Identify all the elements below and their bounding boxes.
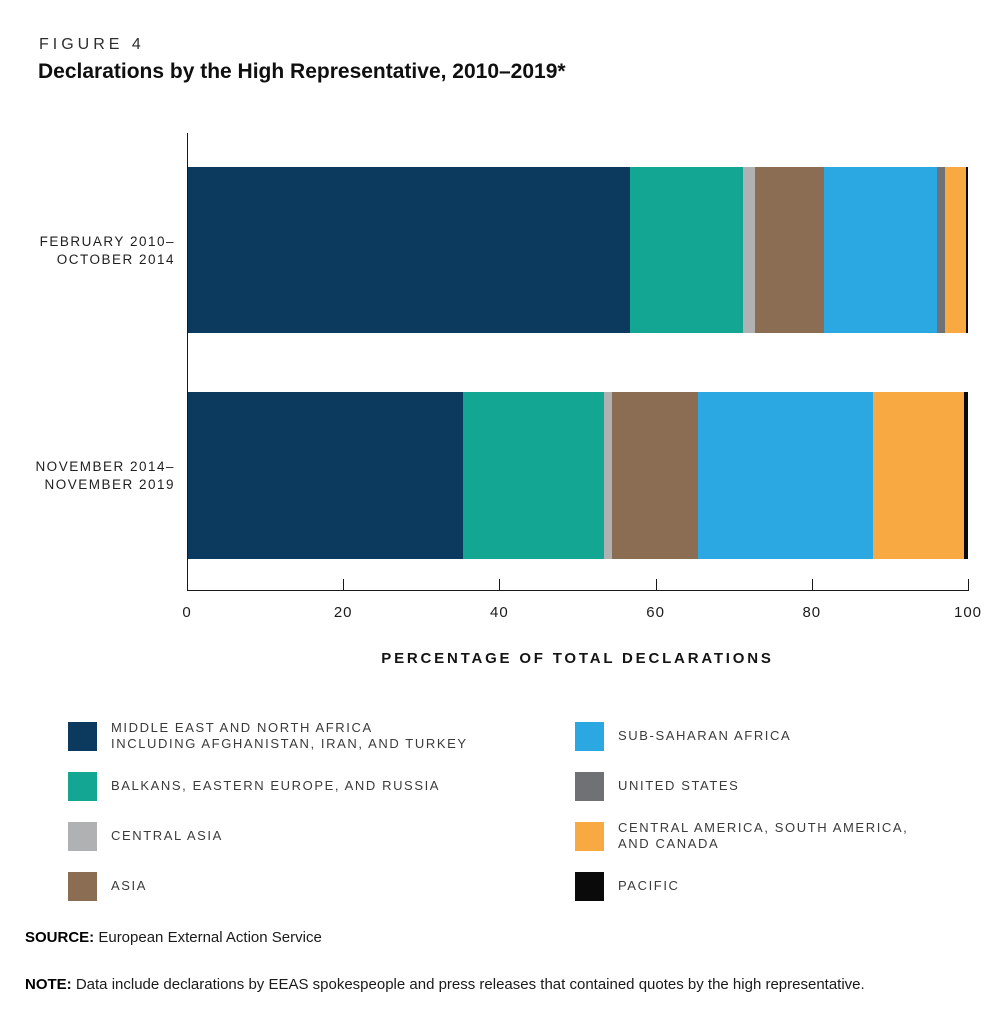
stacked-bar-feb-2010-oct-2014 (188, 167, 968, 333)
bar-segment (964, 392, 968, 559)
legend-item-pacific: PACIFIC (575, 861, 908, 911)
x-axis-ticks: 0 20 40 60 80 100 (182, 579, 981, 621)
bar-label-line-1: NOVEMBER 2014– (35, 459, 175, 474)
legend-label-middle-east-north-africa: MIDDLE EAST AND NORTH AFRICA INCLUDING AF… (111, 720, 468, 751)
legend-item-united-states: UNITED STATES (575, 761, 908, 811)
note-text: Data include declarations by EEAS spokes… (75, 976, 865, 993)
bar-label-nov-2014-nov-2019: NOVEMBER 2014– NOVEMBER 2019 (0, 458, 175, 493)
bar-label-line-2: OCTOBER 2014 (56, 251, 175, 267)
legend-item-middle-east-north-africa: MIDDLE EAST AND NORTH AFRICA INCLUDING AF… (68, 711, 468, 761)
legend-swatch-sub-saharan-africa (575, 721, 604, 751)
legend-item-balkans-eastern-europe-russia: BALKANS, EASTERN EUROPE, AND RUSSIA (68, 761, 468, 811)
legend-swatch-central-asia (68, 821, 97, 851)
stacked-bar-nov-2014-nov-2019 (188, 392, 968, 559)
note-line: NOTE: Data include declarations by EEAS … (25, 976, 865, 993)
figure-title: Declarations by the High Representative,… (38, 60, 566, 83)
legend-item-central-asia: CENTRAL ASIA (68, 811, 468, 861)
legend-swatch-pacific (575, 871, 604, 901)
legend-label-balkans-eastern-europe-russia: BALKANS, EASTERN EUROPE, AND RUSSIA (111, 778, 441, 793)
legend-label-pacific: PACIFIC (618, 878, 680, 893)
source-line: SOURCE: European External Action Service (25, 929, 322, 946)
legend-swatch-middle-east-north-africa (68, 721, 97, 751)
legend-swatch-united-states (575, 771, 604, 801)
note-label: NOTE: (25, 976, 72, 993)
bar-segment (965, 167, 968, 333)
bar-segment (936, 167, 946, 333)
bar-segment (823, 167, 937, 333)
bar-label-feb-2010-oct-2014: FEBRUARY 2010– OCTOBER 2014 (0, 233, 175, 268)
legend-swatch-balkans-eastern-europe-russia (68, 771, 97, 801)
figure-label: FIGURE 4 (39, 36, 145, 53)
y-axis-line (187, 133, 188, 591)
legend-item-asia: ASIA (68, 861, 468, 911)
bar-segment (188, 392, 464, 559)
x-axis-tick-label: 100 (953, 604, 983, 621)
bar-segment (463, 392, 604, 559)
x-axis-tick-label: 0 (182, 604, 192, 621)
x-axis-tick (655, 579, 657, 590)
x-axis-tick (187, 579, 188, 590)
bar-segment (611, 392, 699, 559)
legend-label-asia: ASIA (111, 878, 148, 893)
bar-segment (698, 392, 873, 559)
legend-swatch-asia (68, 871, 97, 901)
x-axis-tick (968, 579, 969, 590)
x-axis-tick-label: 20 (333, 604, 353, 621)
x-axis-title: PERCENTAGE OF TOTAL DECLARATIONS (381, 650, 774, 667)
legend-column-left: MIDDLE EAST AND NORTH AFRICA INCLUDING AF… (68, 711, 468, 911)
legend-column-right: SUB-SAHARAN AFRICA UNITED STATES CENTRAL A… (575, 711, 908, 911)
x-axis-line (187, 590, 969, 591)
bar-segment (630, 167, 744, 333)
x-axis-tick-label: 80 (802, 604, 822, 621)
legend-swatch-central-america-south-america-canada (575, 821, 604, 851)
x-axis-tick (499, 579, 501, 590)
bar-segment (743, 167, 756, 333)
x-axis-tick-label: 60 (646, 604, 665, 621)
legend-label-united-states: UNITED STATES (618, 778, 740, 793)
bar-label-line-2: NOVEMBER 2019 (44, 476, 175, 492)
source-text: European External Action Service (98, 929, 322, 946)
legend-item-sub-saharan-africa: SUB-SAHARAN AFRICA (575, 711, 908, 761)
legend-item-central-america-south-america-canada: CENTRAL AMERICA, SOUTH AMERICA, AND CANAD… (575, 811, 908, 861)
bar-segment (188, 167, 631, 333)
legend-label-central-asia: CENTRAL ASIA (111, 828, 223, 843)
bar-segment (603, 392, 612, 559)
bar-segment (872, 392, 965, 559)
legend-label-sub-saharan-africa: SUB-SAHARAN AFRICA (618, 728, 792, 743)
x-axis-tick (343, 579, 345, 590)
x-axis-tick-label: 40 (490, 604, 509, 621)
bar-label-line-1: FEBRUARY 2010– (39, 234, 175, 249)
source-label: SOURCE: (25, 929, 95, 946)
legend-label-central-america-south-america-canada: CENTRAL AMERICA, SOUTH AMERICA, AND CANAD… (618, 820, 909, 851)
bar-segment (755, 167, 824, 333)
bar-segment (945, 167, 966, 333)
x-axis-tick (811, 579, 813, 590)
